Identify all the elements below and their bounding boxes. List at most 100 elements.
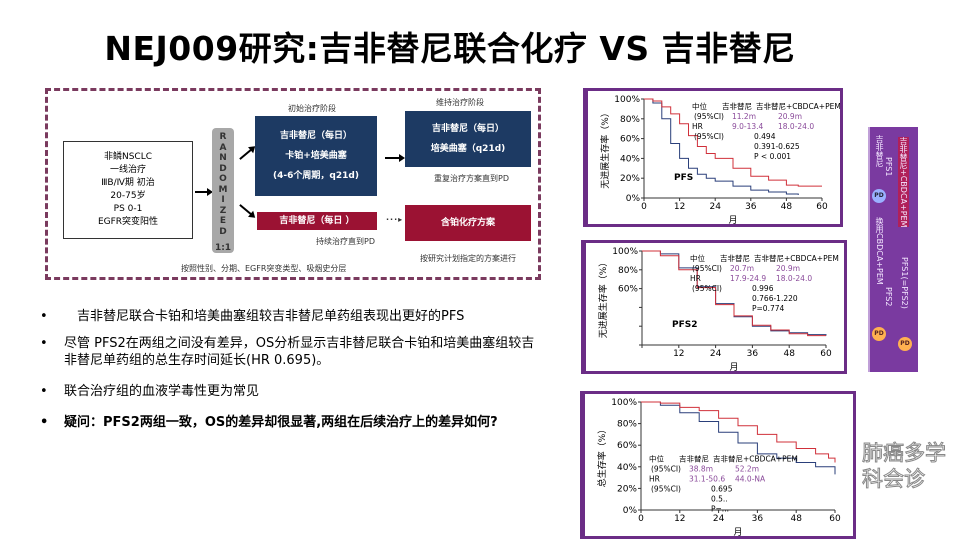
platinum-box: 含铂化疗方案 — [405, 205, 531, 241]
continue-note: 持续治疗直到PD — [316, 237, 375, 246]
arrow-icon — [195, 188, 213, 196]
y-tick-label: 80% — [618, 266, 638, 276]
stats-p-value: P=... — [711, 504, 729, 513]
rand-letter: R — [219, 132, 227, 142]
stats-ci-label: (95%CI) — [694, 132, 724, 141]
strip-pfs2: PFS2 — [884, 287, 893, 307]
stats-median-label: 中位 — [649, 453, 664, 463]
stats-median-arm2: 20.9m — [778, 112, 802, 121]
strip-pfs1: PFS1 — [884, 157, 893, 177]
curve-label: PFS2 — [672, 320, 698, 330]
stats-arm2-label: 吉非替尼+CBDCA+PEM — [756, 101, 840, 111]
pfs2-km-chart: 60% 80% 100% 12 24 36 48 60 月 无进展生存率（%） PFS2 中位 吉非替尼… — [581, 240, 847, 374]
stats-ci-label: (95%CI) — [692, 284, 722, 293]
stats-ci-arm2: 18.0-24.0 — [778, 122, 814, 131]
stats-arm1-label: 吉非替尼 — [722, 101, 752, 111]
stats-hr-value: 0.996 — [752, 284, 774, 293]
stats-arm2-label: 吉非替尼+CBDCA+PEM — [754, 253, 839, 263]
maint-line: 吉非替尼（每日） — [431, 124, 504, 134]
x-tick-label: 24 — [713, 514, 725, 524]
stats-median-label: 中位 — [690, 253, 705, 263]
x-tick-label: 60 — [816, 202, 828, 212]
stats-p-value: P=0.774 — [752, 304, 785, 313]
patient-criteria-box: 非鳞NSCLC 一线治疗 ⅢB/Ⅳ期 初治 20-75岁 PS 0-1 EGFR… — [63, 141, 193, 239]
stats-ci-label: (95%CI) — [651, 484, 681, 493]
bullet-dot: • — [40, 336, 48, 351]
curve-label: PFS — [674, 173, 693, 183]
combo-line: 吉非替尼（每日） — [279, 131, 352, 141]
bullet-list: • 吉非替尼联合卡铂和培美曲塞组较吉非替尼单药组表现出更好的PFS • 尽管 PFS… — [40, 308, 540, 441]
y-tick-label: 20% — [620, 174, 640, 184]
y-axis-label: 总生存率（%） — [596, 425, 608, 488]
stats-ci-label: (95%CI) — [692, 264, 722, 273]
x-tick-label: 24 — [710, 349, 722, 359]
pfs-km-chart: 0% 20% 40% 60% 80% 100% 0 12 24 36 48 60 月 无进展生存率（%） P… — [583, 88, 843, 227]
bullet-dot: • — [40, 415, 49, 430]
os-km-chart: 0% 20% 40% 60% 80% 100% 0 12 24 36 48 60 月 总生存率（%） 中位 吉… — [580, 391, 856, 539]
stats-median-label: 中位 — [692, 101, 707, 111]
rand-letter: E — [219, 216, 227, 226]
criteria-line: 一线治疗 — [109, 165, 146, 175]
bullet-item: • 尽管 PFS2在两组之间没有差异，OS分析显示吉非替尼联合卡铂和培美曲塞组较吉… — [40, 335, 540, 369]
y-tick-label: 40% — [617, 463, 637, 473]
dotted-arrow-icon: ···▸ — [386, 215, 404, 224]
stats-p-value: P < 0.001 — [754, 152, 791, 161]
rand-letter: M — [218, 184, 228, 195]
stats-arm2-label: 吉非替尼+CBDCA+PEM — [713, 453, 798, 463]
stats-median-arm1: 38.8m — [689, 464, 713, 473]
x-tick-label: 36 — [747, 349, 759, 359]
x-axis-label: 月 — [733, 527, 742, 536]
arrow-icon — [239, 204, 253, 216]
x-tick-label: 12 — [674, 202, 685, 212]
stats-hr-ci: 0.766-1.220 — [752, 294, 798, 303]
stats-hr-value: 0.494 — [754, 132, 776, 141]
rand-letter: I — [221, 195, 225, 205]
strip-right-arm: 吉非替尼+CBDCA+PEM — [898, 137, 909, 228]
bullet-item: • 吉非替尼联合卡铂和培美曲塞组较吉非替尼单药组表现出更好的PFS — [40, 308, 540, 325]
y-tick-label: 60% — [620, 135, 640, 145]
pd-burst-icon: PD — [898, 337, 912, 351]
bullet-dot: • — [40, 309, 48, 324]
km-curve-combo — [644, 98, 822, 187]
x-tick-label: 36 — [745, 202, 757, 212]
strip-left-arm: 吉非替尼 — [875, 135, 884, 167]
x-tick-label: 12 — [673, 349, 684, 359]
randomized-bar: R A N D O M I Z E D 1:1 — [212, 128, 234, 253]
pd-burst-icon: PD — [872, 327, 886, 341]
stats-ci-arm1: 9.0-13.4 — [732, 122, 764, 131]
stats-hr-value: 0.695 — [711, 484, 733, 493]
stats-ci-label: (95%CI) — [651, 464, 681, 473]
bullet-item: • 联合治疗组的血液学毒性更为常见 — [40, 383, 540, 400]
maint-line: 培美曲塞（q21d) — [430, 144, 506, 154]
criteria-line: PS 0-1 — [113, 204, 143, 214]
bullet-text: 联合治疗组的血液学毒性更为常见 — [64, 384, 260, 399]
stats-ci-label: (95%CI) — [694, 112, 724, 121]
criteria-line: EGFR突变阳性 — [97, 217, 159, 227]
x-tick-label: 0 — [641, 202, 647, 212]
x-tick-label: 48 — [783, 349, 795, 359]
rand-ratio: 1:1 — [214, 243, 232, 253]
bullet-text: 尽管 PFS2在两组之间没有差异，OS分析显示吉非替尼联合卡铂和培美曲塞组较吉非… — [64, 336, 535, 368]
bullet-item: • 疑问：PFS2两组一致，OS的差异却很显著,两组在后续治疗上的差异如何? — [40, 414, 540, 431]
stats-hr-ci: 0.391-0.625 — [754, 142, 800, 151]
y-tick-label: 0% — [623, 506, 638, 516]
km-curve-combo — [641, 401, 836, 463]
x-tick-label: 36 — [752, 514, 764, 524]
x-axis-label: 月 — [729, 362, 738, 371]
km-curve-combo — [642, 250, 826, 337]
stats-median-arm1: 11.2m — [732, 112, 756, 121]
x-tick-label: 48 — [781, 202, 793, 212]
y-tick-label: 40% — [620, 154, 640, 164]
bullet-text: 吉非替尼联合卡铂和培美曲塞组较吉非替尼单药组表现出更好的PFS — [77, 309, 465, 324]
stats-ci-arm2: 18.0-24.0 — [776, 274, 812, 283]
x-tick-label: 48 — [790, 514, 802, 524]
pd-burst-icon: PD — [872, 189, 886, 203]
repeat-note: 重复治疗方案直到PD — [434, 174, 509, 183]
maintenance-box: 吉非替尼（每日） 培美曲塞（q21d) — [405, 111, 531, 167]
stats-ci-arm2: 44.0-NA — [735, 474, 766, 483]
combo-line: 卡铂+培美曲塞 — [285, 151, 347, 161]
stats-ci-arm1: 31.1-50.6 — [689, 474, 725, 483]
stats-hr-ci: 0.5.. — [711, 494, 728, 503]
bullet-text: 疑问：PFS2两组一致，OS的差异却很显著,两组在后续治疗上的差异如何? — [64, 415, 498, 430]
